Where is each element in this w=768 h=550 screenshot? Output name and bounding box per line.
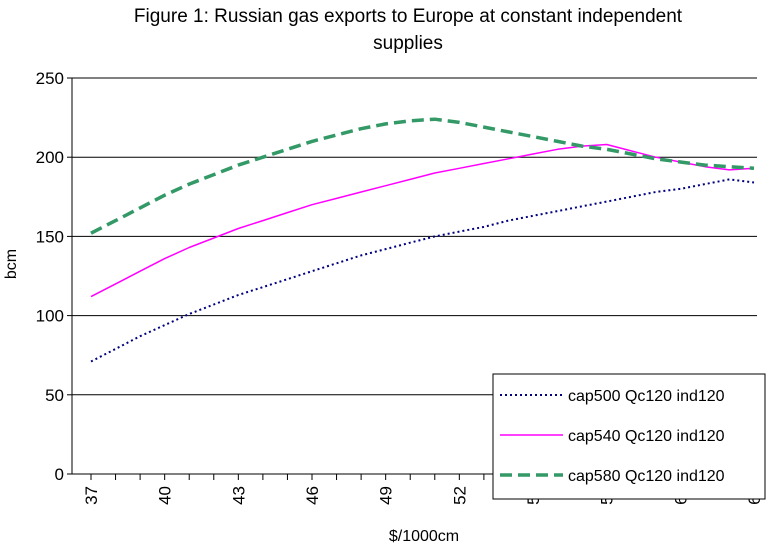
y-tick-labels: 0 50 100 150 200 250 [36,69,64,484]
y-tick-label: 150 [36,227,64,246]
x-tick-label: 52 [450,486,469,505]
gridlines [72,77,757,396]
chart-title-line-1: Figure 1: Russian gas exports to Europe … [134,6,683,27]
x-tick-label: 46 [303,486,322,505]
series-line-cap580-qc120-ind120 [90,117,755,235]
y-tick-label: 250 [36,69,64,88]
x-tick-label: 40 [156,486,175,505]
series-line-cap500-qc120-ind120 [90,178,755,363]
legend-entry-label: cap580 Qc120 ind120 [568,468,725,485]
x-axis-label: $/1000cm [389,528,459,545]
legend-box [492,373,766,500]
y-tick-label: 100 [36,307,64,326]
series-line-cap540-qc120-ind120 [90,143,755,298]
y-axis-label: bcm [3,249,20,279]
x-tick-label: 37 [82,486,101,505]
legend-entry-label: cap500 Qc120 ind120 [568,388,725,405]
chart-title-line-2: supplies [373,33,443,54]
legend: cap500 Qc120 ind120 cap540 Qc120 ind120 ca… [492,373,766,500]
y-tick-label: 200 [36,148,64,167]
series-lines [90,117,755,363]
y-tick-label: 50 [45,386,64,405]
x-tick-label: 49 [377,486,396,505]
x-tick-label: 43 [229,486,248,505]
legend-entry-label: cap540 Qc120 ind120 [568,428,725,445]
y-tick-label: 0 [55,465,64,484]
